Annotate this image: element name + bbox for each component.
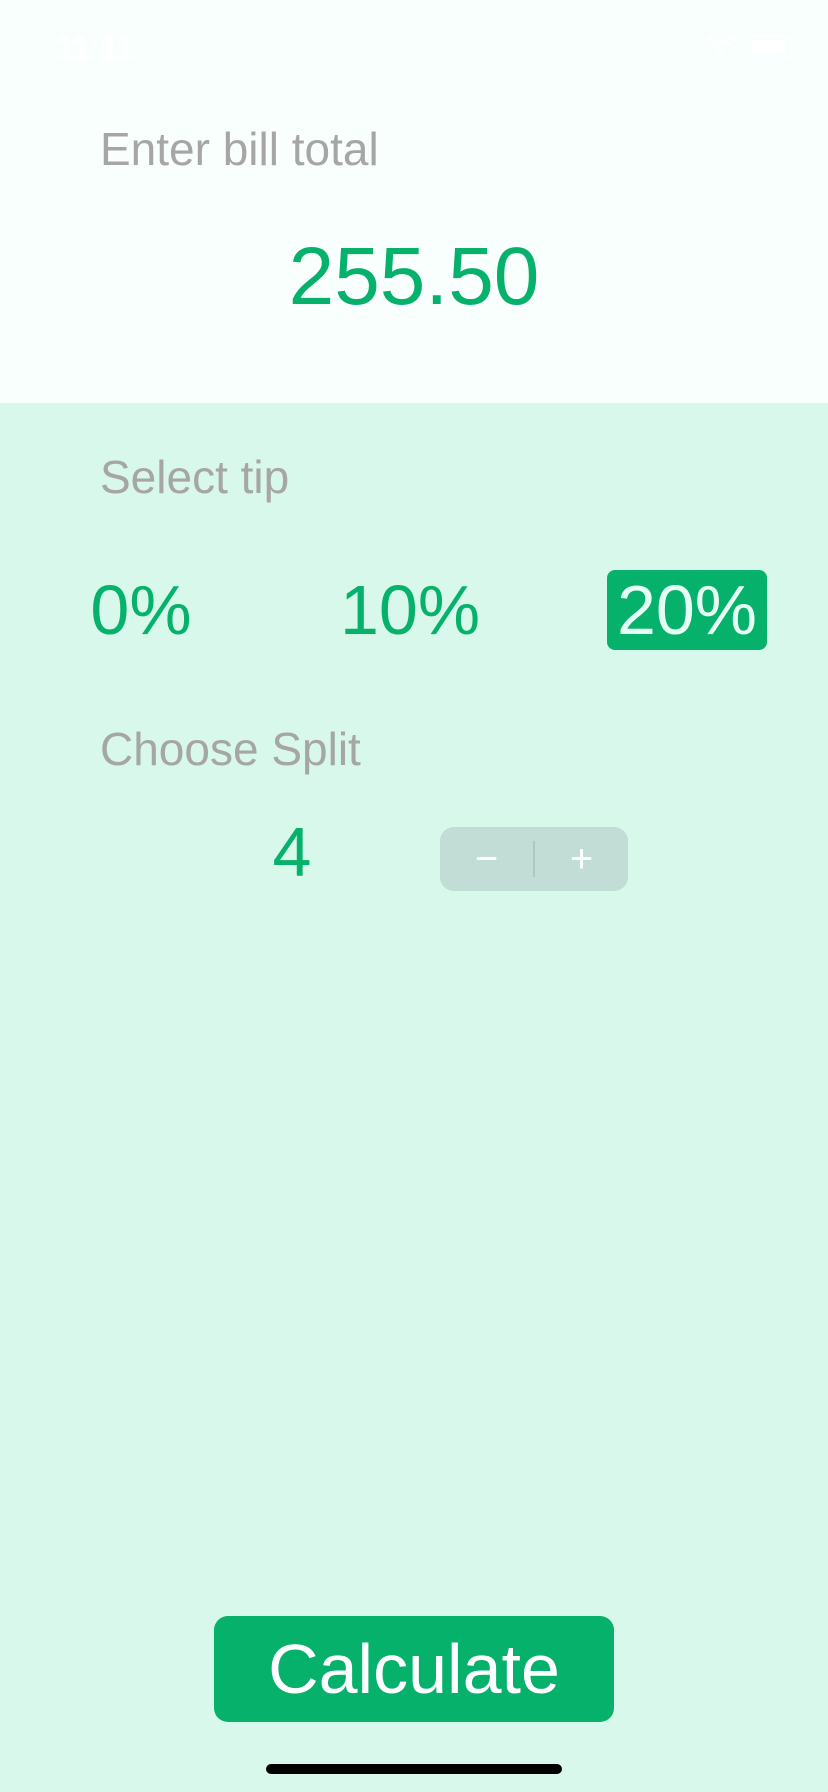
status-time: 11:11 xyxy=(56,30,135,66)
stepper-divider xyxy=(533,841,535,877)
bill-total-label: Enter bill total xyxy=(100,123,379,175)
select-tip-label: Select tip xyxy=(100,451,290,503)
status-bar: 11:11 xyxy=(0,0,828,96)
tip-option-20-selected[interactable]: 20% xyxy=(607,570,767,650)
split-count: 4 xyxy=(272,813,312,891)
bill-panel: 11:11 Enter bill total 255.50 xyxy=(0,0,828,403)
tip-option-0[interactable]: 0% xyxy=(90,571,192,649)
status-icons xyxy=(706,36,792,58)
decrement-button[interactable]: − xyxy=(474,836,499,881)
choose-split-label: Choose Split xyxy=(100,723,361,775)
bill-total-input[interactable]: 255.50 xyxy=(288,231,540,322)
battery-icon xyxy=(746,36,792,58)
calculate-button[interactable]: Calculate xyxy=(214,1616,614,1722)
increment-button[interactable]: + xyxy=(569,836,594,881)
tip-option-10[interactable]: 10% xyxy=(340,571,481,649)
home-indicator xyxy=(266,1764,562,1774)
split-stepper[interactable]: − + xyxy=(440,827,628,891)
wifi-icon xyxy=(706,36,736,56)
